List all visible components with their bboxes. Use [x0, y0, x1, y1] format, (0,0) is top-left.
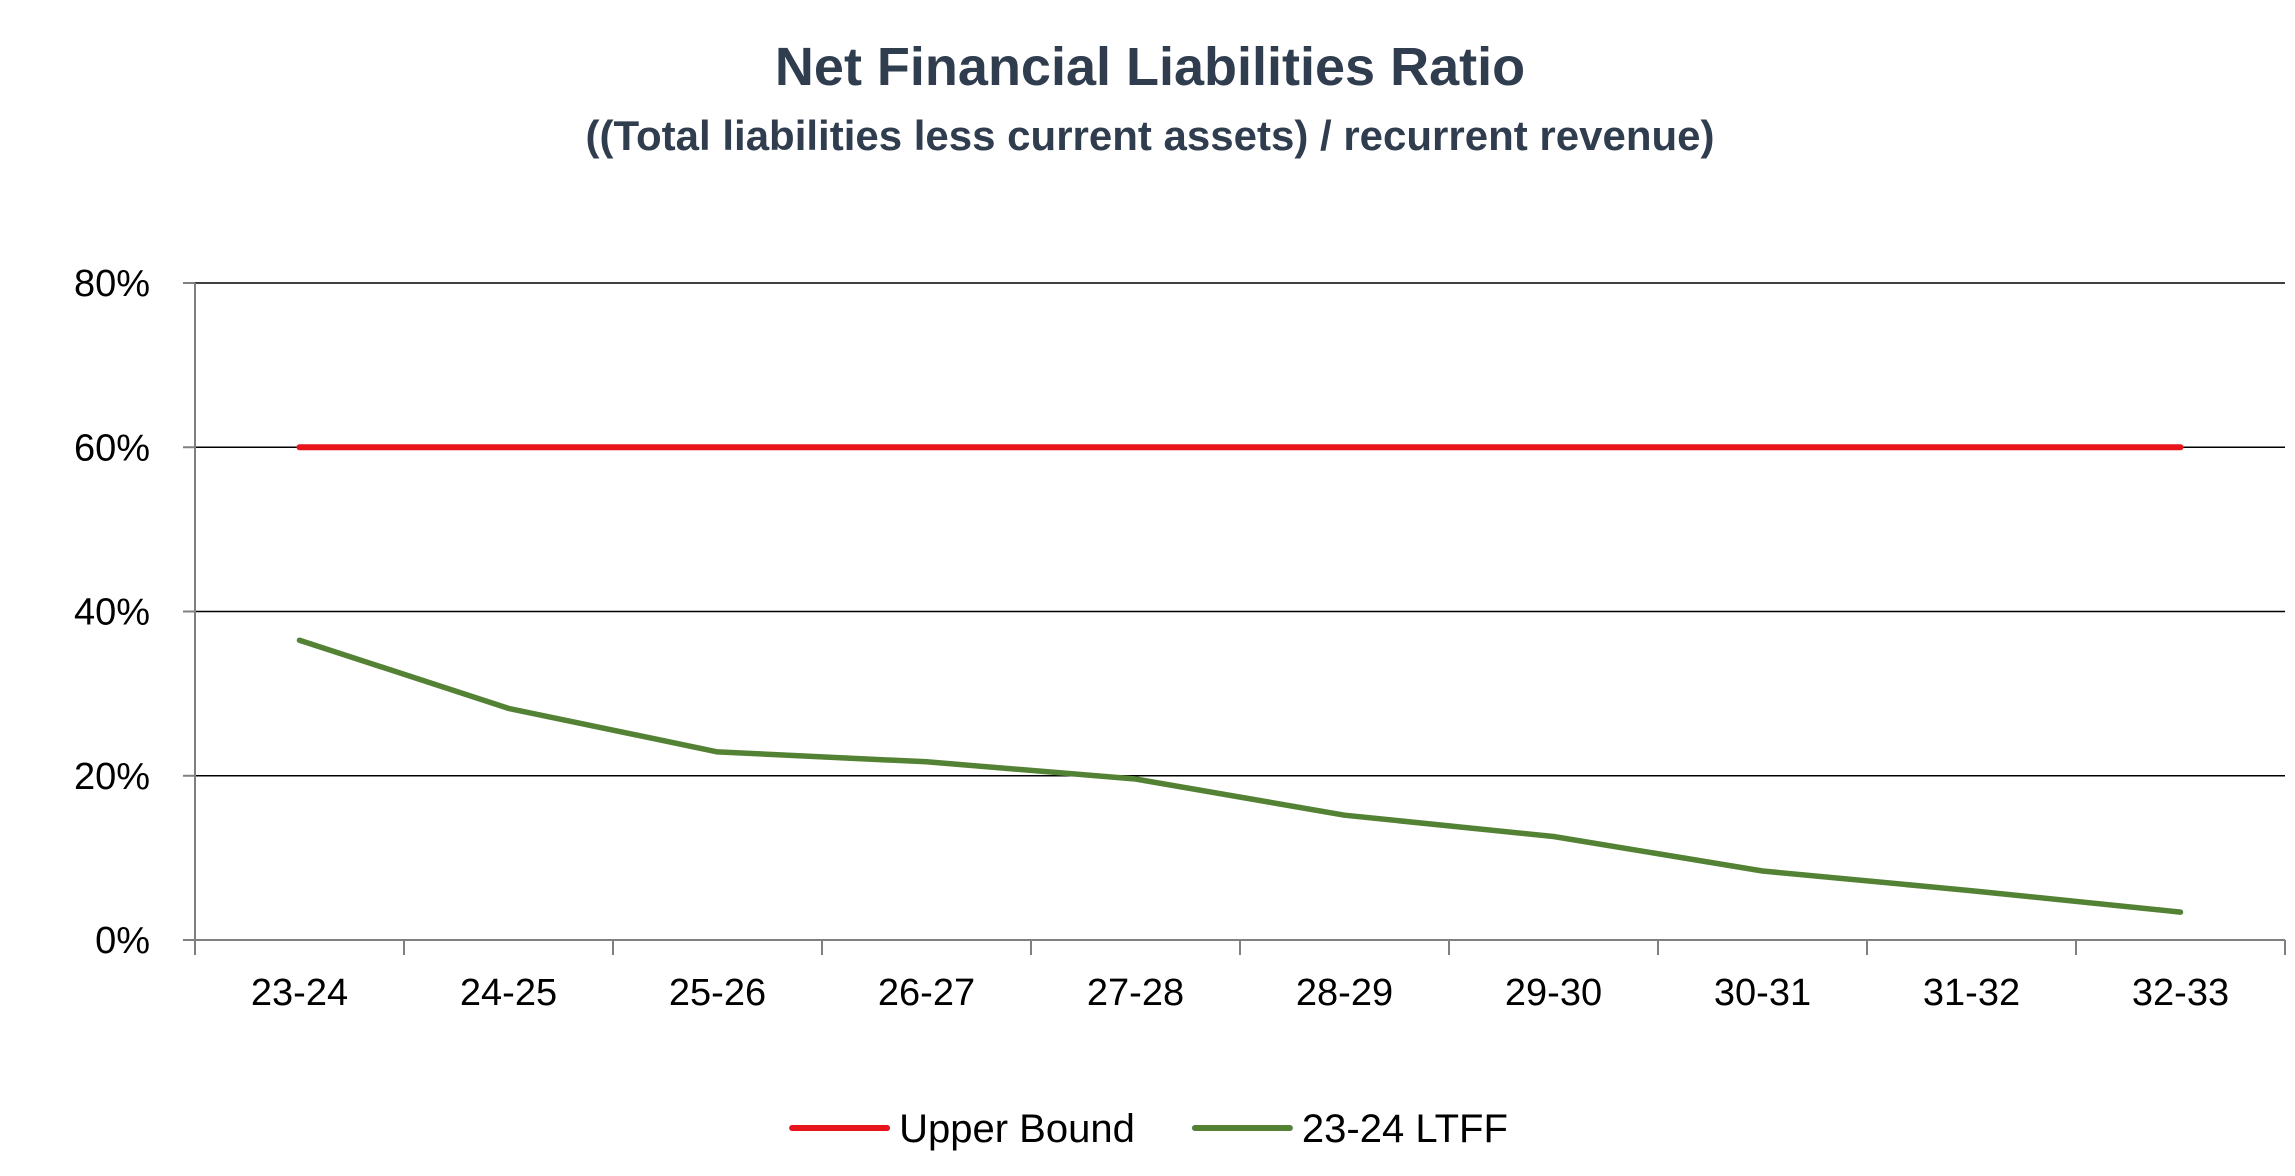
- y-tick-label: 40%: [74, 592, 150, 634]
- y-tick-label: 60%: [74, 427, 150, 469]
- y-axis-tick-labels: 0% 20% 40% 60% 80%: [74, 263, 150, 962]
- series-line-23-24-ltff: [296, 637, 2184, 915]
- y-tick-label: 20%: [74, 756, 150, 798]
- x-tick-label: 24-25: [460, 972, 557, 1014]
- legend-item-23-24-ltff: 23-24 LTFF: [1191, 1107, 1508, 1151]
- x-tick-label: 25-26: [669, 972, 766, 1014]
- legend-item-upper-bound: Upper Bound: [789, 1107, 1135, 1151]
- chart-subtitle: ((Total liabilities less current assets)…: [586, 112, 1715, 159]
- x-tick-label: 28-29: [1296, 972, 1393, 1014]
- x-tick-label: 27-28: [1087, 972, 1184, 1014]
- x-axis-tick-labels: 23-24 24-25 25-26 26-27 27-28 28-29 29-30 30-31…: [251, 972, 2229, 1014]
- legend-label: Upper Bound: [899, 1107, 1135, 1151]
- y-tick-label: 0%: [95, 920, 150, 962]
- axes: [183, 282, 2286, 955]
- x-tick-label: 29-30: [1505, 972, 1602, 1014]
- x-tick-label: 26-27: [878, 972, 975, 1014]
- x-tick-label: 23-24: [251, 972, 348, 1014]
- series-lines: [296, 444, 2184, 915]
- gridlines: [195, 282, 2285, 777]
- legend-label: 23-24 LTFF: [1302, 1107, 1508, 1151]
- chart-title: Net Financial Liabilities Ratio: [775, 37, 1525, 97]
- x-tick-label: 31-32: [1923, 972, 2020, 1014]
- y-tick-label: 80%: [74, 263, 150, 305]
- x-tick-label: 30-31: [1714, 972, 1811, 1014]
- legend: Upper Bound 23-24 LTFF: [789, 1107, 1508, 1151]
- x-tick-label: 32-33: [2132, 972, 2229, 1014]
